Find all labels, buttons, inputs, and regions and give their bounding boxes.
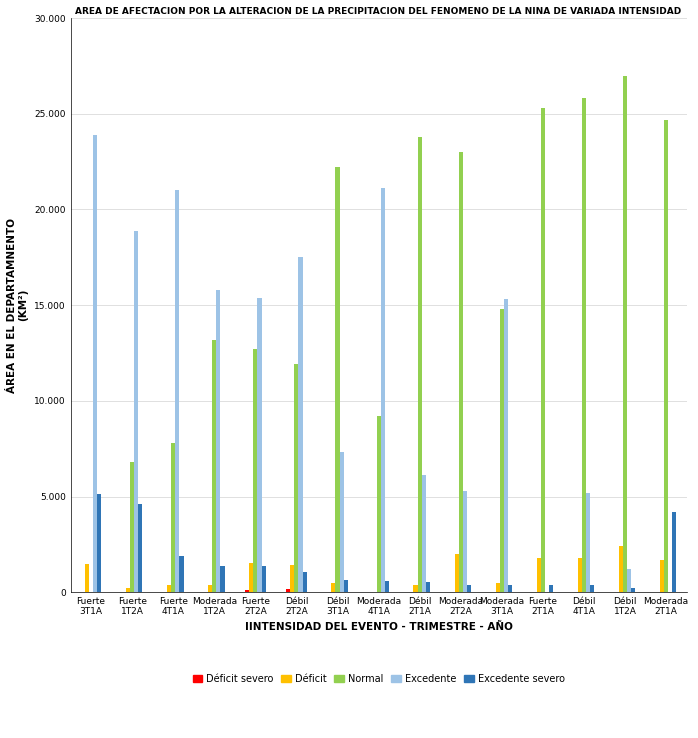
Bar xyxy=(664,120,668,592)
Bar xyxy=(627,569,631,592)
Bar xyxy=(286,590,290,592)
Bar xyxy=(380,188,385,592)
Bar xyxy=(623,75,627,592)
Bar xyxy=(249,564,253,592)
Bar xyxy=(578,558,582,592)
Bar xyxy=(590,585,594,592)
Bar xyxy=(212,339,216,592)
Bar xyxy=(175,190,179,592)
Bar xyxy=(134,230,138,592)
Bar xyxy=(167,584,171,592)
Bar xyxy=(541,108,545,592)
Bar xyxy=(631,588,635,592)
Bar xyxy=(618,546,623,592)
Bar xyxy=(130,462,134,592)
Bar xyxy=(376,416,380,592)
Bar xyxy=(463,491,467,592)
Y-axis label: ÁREA EN EL DEPARTAMNENTO
(KM²): ÁREA EN EL DEPARTAMNENTO (KM²) xyxy=(7,218,29,393)
Bar xyxy=(343,580,348,592)
Bar xyxy=(586,493,590,592)
Bar xyxy=(299,258,303,592)
Bar xyxy=(504,300,508,592)
Bar xyxy=(672,512,676,592)
Bar xyxy=(303,572,306,592)
Bar xyxy=(660,559,664,592)
Bar xyxy=(295,365,299,592)
Bar xyxy=(97,494,101,592)
Bar xyxy=(537,558,541,592)
Bar xyxy=(500,309,504,592)
Bar xyxy=(467,584,471,592)
Bar xyxy=(290,565,295,592)
Bar xyxy=(171,443,175,592)
Bar xyxy=(258,298,262,592)
Bar xyxy=(417,137,422,592)
Bar xyxy=(413,584,417,592)
Bar xyxy=(508,585,512,592)
X-axis label: IINTENSIDAD DEL EVENTO - TRIMESTRE - AÑO: IINTENSIDAD DEL EVENTO - TRIMESTRE - AÑO xyxy=(244,622,512,632)
Bar xyxy=(245,590,249,592)
Legend: Déficit severo, Déficit, Normal, Excedente, Excedente severo: Déficit severo, Déficit, Normal, Exceden… xyxy=(188,670,568,688)
Bar xyxy=(253,349,258,592)
Bar xyxy=(208,585,212,592)
Bar xyxy=(339,452,343,592)
Bar xyxy=(496,582,500,592)
Bar xyxy=(138,504,142,592)
Bar xyxy=(422,475,426,592)
Bar xyxy=(262,566,266,592)
Bar xyxy=(332,582,336,592)
Bar xyxy=(454,554,459,592)
Bar xyxy=(336,168,339,592)
Bar xyxy=(216,290,221,592)
Bar xyxy=(426,582,430,592)
Bar xyxy=(179,556,184,592)
Bar xyxy=(549,585,553,592)
Bar xyxy=(459,152,463,592)
Bar xyxy=(93,135,97,592)
Bar xyxy=(85,565,89,592)
Bar xyxy=(385,581,389,592)
Bar xyxy=(126,588,130,592)
Bar xyxy=(221,566,225,592)
Title: AREA DE AFECTACION POR LA ALTERACION DE LA PRECIPITACION DEL FENOMENO DE LA NINA: AREA DE AFECTACION POR LA ALTERACION DE … xyxy=(75,7,682,16)
Bar xyxy=(582,98,586,592)
